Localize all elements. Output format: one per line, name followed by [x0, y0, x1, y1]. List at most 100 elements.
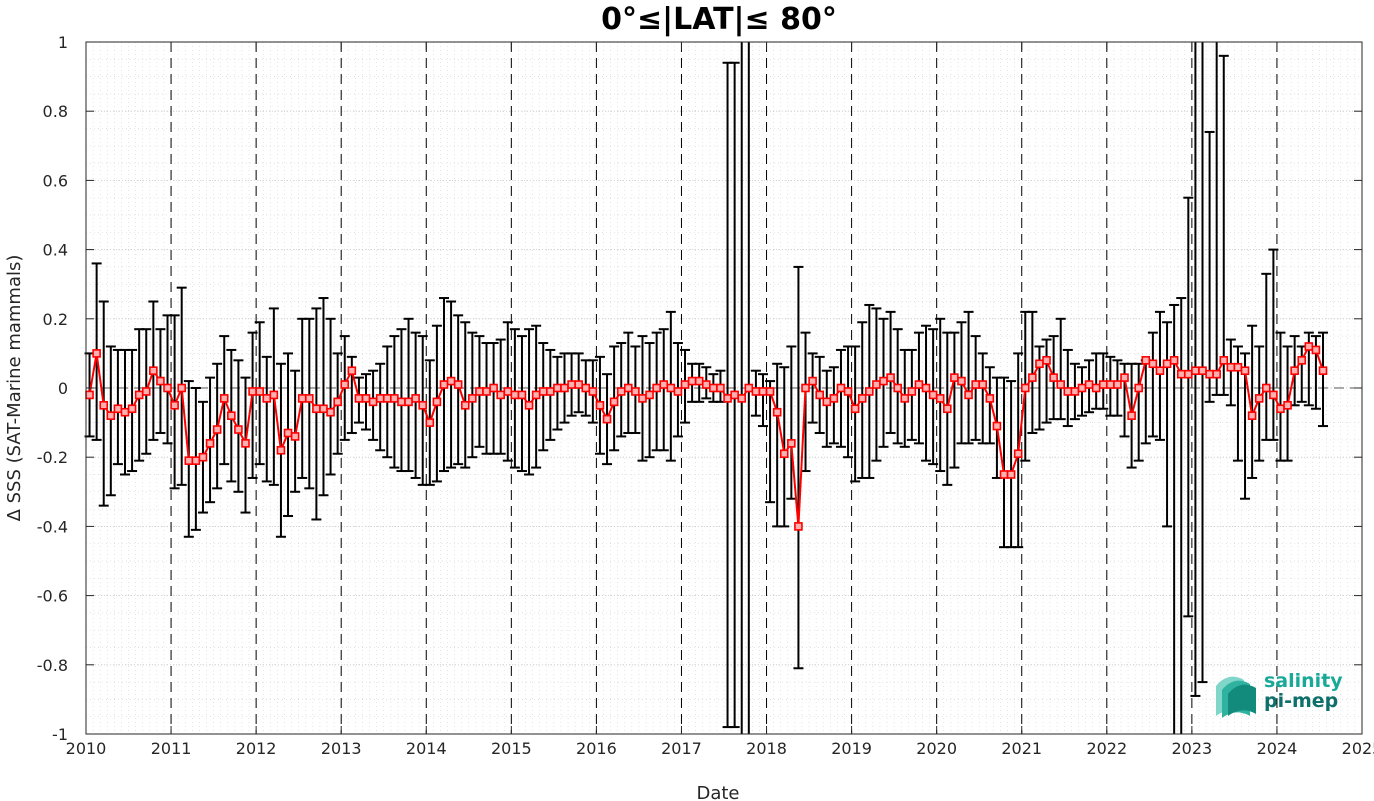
data-point [645, 390, 654, 400]
x-tick-label: 2023 [1172, 739, 1213, 758]
data-point [262, 394, 272, 403]
data-point [1276, 404, 1285, 414]
data-point [879, 376, 888, 386]
x-axis-label: Date [696, 783, 739, 801]
data-point [921, 383, 931, 393]
data-point [1247, 411, 1257, 420]
data-point [468, 394, 477, 403]
x-tick-label: 2025 [1342, 739, 1374, 758]
data-point [865, 387, 874, 396]
data-point [1120, 373, 1129, 382]
data-point [1091, 383, 1101, 393]
data-point [156, 376, 165, 386]
data-point [787, 439, 796, 448]
data-point [765, 387, 775, 396]
data-point [517, 390, 527, 400]
data-point [553, 383, 562, 393]
data-point [354, 394, 364, 403]
data-point [942, 404, 952, 414]
data-point [297, 394, 307, 403]
data-point [106, 411, 116, 420]
y-tick-label: -0.8 [37, 656, 68, 675]
salinity-pi-mep-logo: salinity pi-mep [1216, 670, 1343, 718]
data-point [574, 380, 583, 389]
data-point [1262, 383, 1271, 393]
data-point [659, 380, 669, 389]
data-point [616, 387, 626, 396]
data-point [687, 376, 697, 386]
data-point [758, 387, 768, 396]
data-point [928, 390, 938, 400]
data-point [1269, 390, 1278, 400]
data-point [588, 387, 598, 396]
data-point [1035, 359, 1044, 369]
data-point [808, 376, 817, 386]
y-tick-label: -0.2 [37, 448, 68, 467]
data-point [1113, 380, 1122, 389]
data-point [177, 383, 186, 393]
data-point [1049, 373, 1058, 382]
data-point [446, 376, 456, 386]
data-point [368, 397, 378, 407]
data-point [638, 394, 647, 403]
series-markers [85, 342, 1328, 531]
data-point [531, 390, 541, 400]
x-tick-label: 2024 [1257, 739, 1298, 758]
data-point [1212, 369, 1221, 379]
data-point [397, 397, 406, 407]
x-tick-label: 2016 [576, 739, 617, 758]
x-tick-label: 2014 [406, 739, 447, 758]
data-point [304, 394, 314, 403]
data-point [425, 418, 435, 427]
data-point [850, 404, 860, 414]
data-point [1198, 366, 1207, 376]
data-point [198, 452, 208, 462]
data-point [907, 387, 917, 396]
data-point [1134, 383, 1143, 393]
data-point [709, 383, 718, 393]
data-point [964, 390, 973, 400]
data-point [1290, 366, 1299, 376]
data-point [290, 432, 300, 441]
data-point [1240, 366, 1250, 376]
data-point [1020, 383, 1030, 393]
data-point [340, 380, 350, 389]
data-point [404, 397, 413, 407]
data-point [475, 387, 484, 396]
data-point [496, 390, 506, 400]
data-point [744, 383, 754, 393]
x-tick-label: 2018 [746, 739, 787, 758]
data-point [716, 383, 725, 393]
data-point [141, 387, 151, 396]
data-point [1318, 366, 1328, 376]
data-point [751, 387, 761, 396]
data-point [1056, 380, 1066, 389]
data-point [737, 394, 747, 403]
data-point [794, 522, 803, 531]
data-point [822, 397, 832, 407]
logo-line-2: pi-mep [1264, 690, 1338, 712]
data-point [1077, 383, 1087, 393]
data-point [432, 397, 442, 407]
data-point [453, 380, 463, 389]
y-axis-label: Δ SSS (SAT-Marine mammals) [4, 255, 25, 522]
data-point [999, 470, 1009, 479]
data-point [170, 400, 179, 410]
data-point [319, 404, 328, 414]
data-point [1006, 470, 1016, 479]
data-point [219, 394, 229, 403]
data-point [978, 380, 988, 389]
data-point [92, 349, 101, 358]
data-point [524, 400, 534, 410]
x-tick-label: 2017 [661, 739, 702, 758]
data-point [191, 456, 201, 465]
data-point [1042, 356, 1051, 365]
data-point [205, 439, 215, 448]
data-point [1013, 449, 1023, 459]
data-point [694, 376, 704, 386]
data-point [1155, 366, 1165, 376]
data-point [347, 366, 357, 376]
data-point [666, 383, 676, 393]
data-point [248, 387, 257, 396]
data-point [375, 394, 385, 403]
